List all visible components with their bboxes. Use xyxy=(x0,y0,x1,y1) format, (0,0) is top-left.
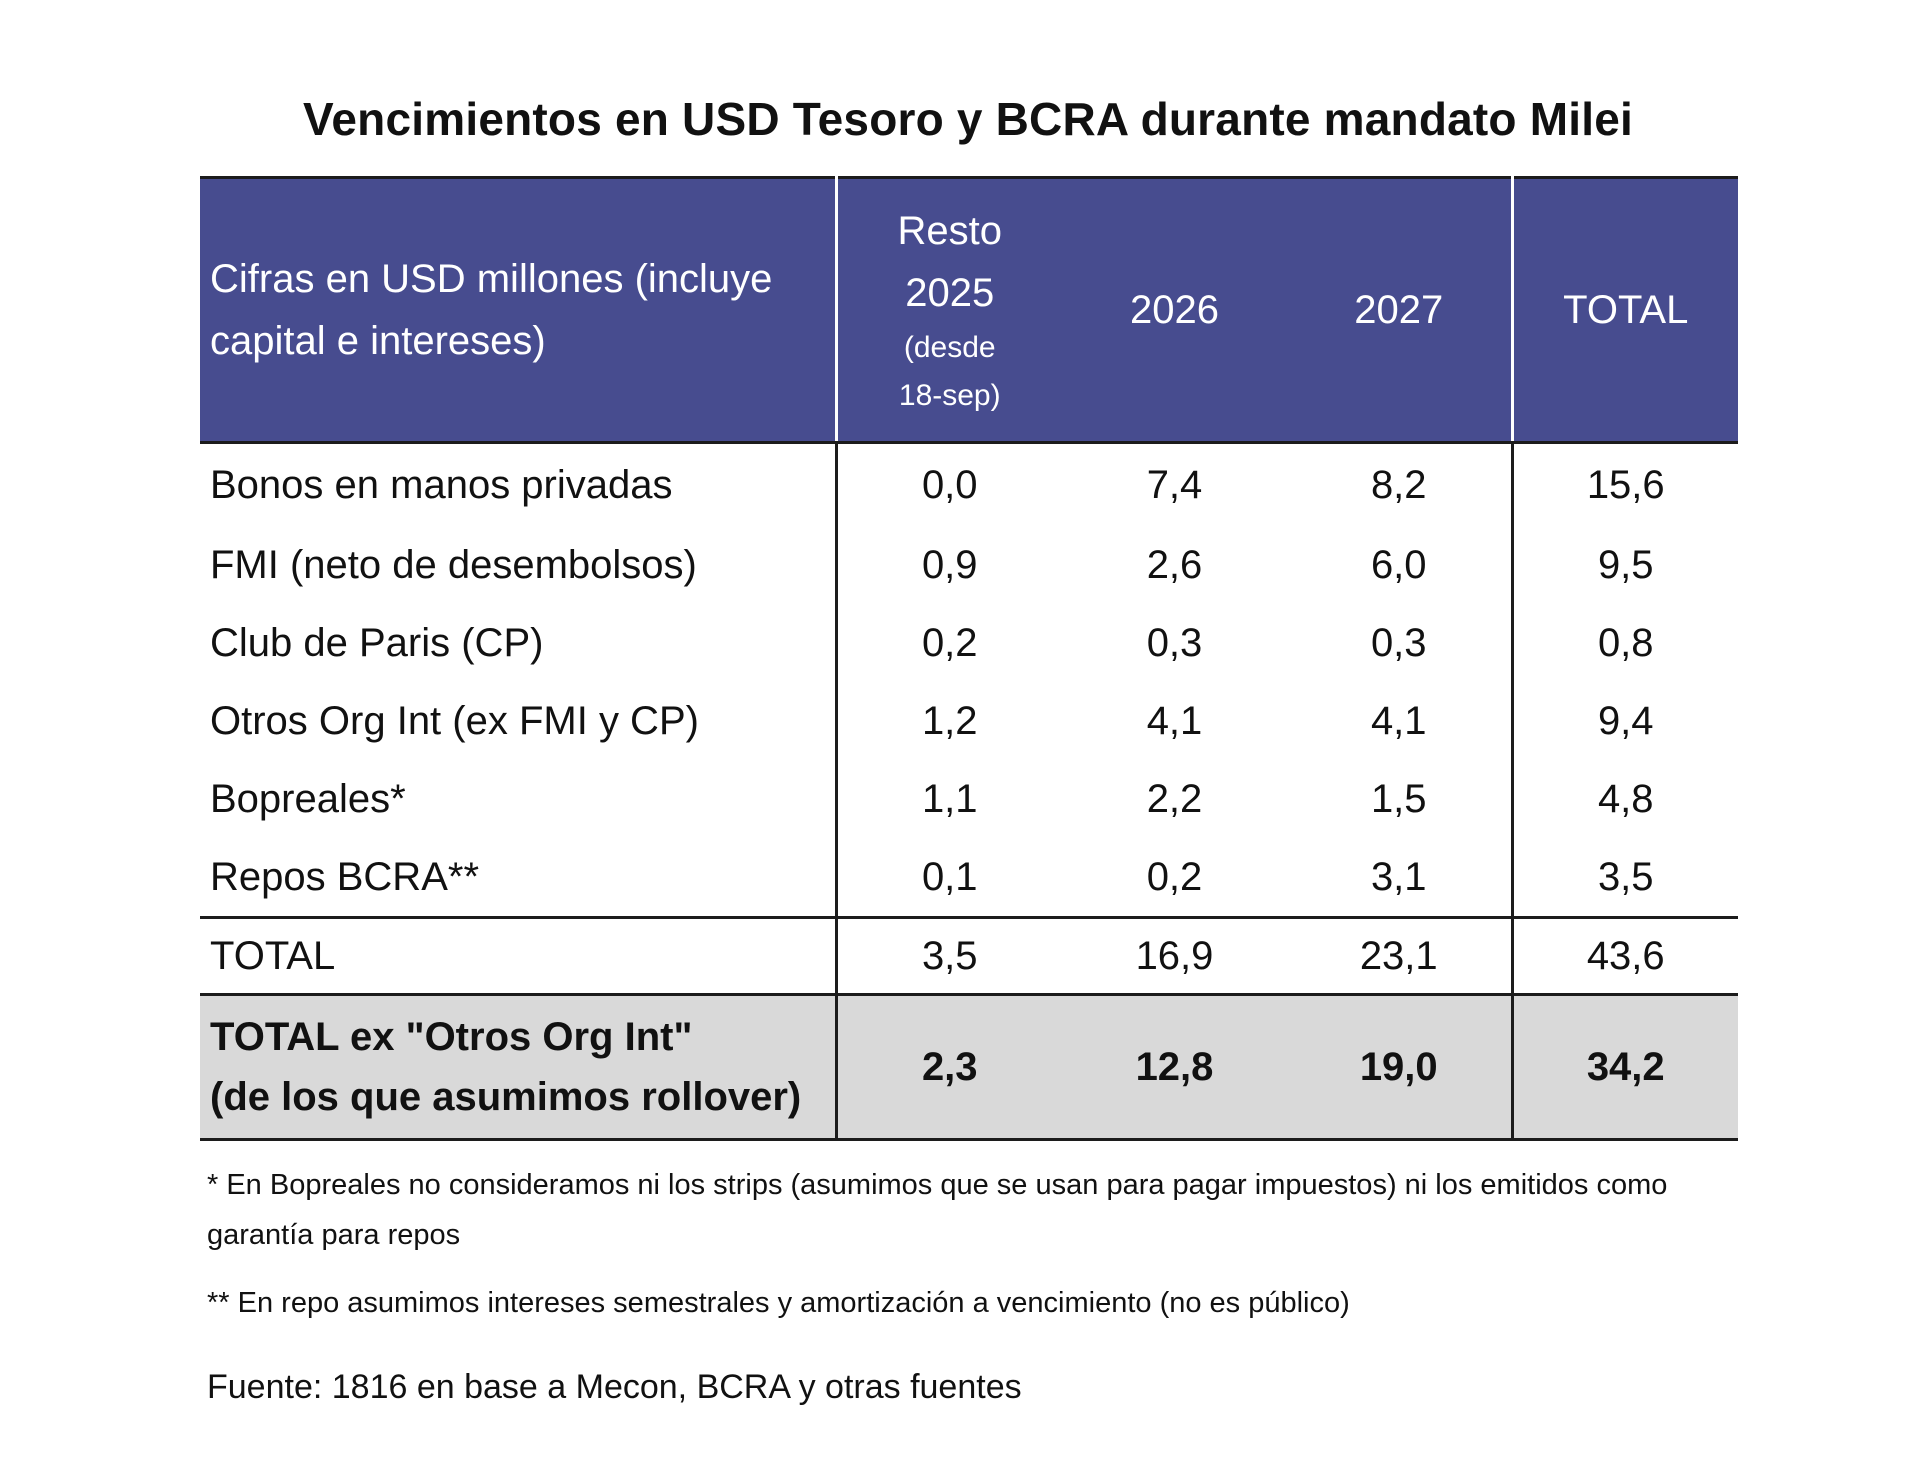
cell-2027: 8,2 xyxy=(1287,442,1514,526)
row-label: Club de Paris (CP) xyxy=(200,604,838,682)
footnote-bopreales: * En Bopreales no consideramos ni los st… xyxy=(207,1169,1668,1251)
table-header-row: Cifras en USD millones (incluye capital … xyxy=(200,176,1738,444)
cell-total: 0,8 xyxy=(1597,620,1654,665)
table-body: Bonos en manos privadas 0,0 7,4 8,2 15,6… xyxy=(200,442,1738,1141)
cell-2026: 0,2 xyxy=(1146,854,1203,899)
ex-total-cell-2026: 12,8 xyxy=(1062,994,1287,1141)
total-cell-2027: 23,1 xyxy=(1287,916,1514,996)
total-row-label: TOTAL xyxy=(200,916,838,996)
source-note: Fuente: 1816 en base a Mecon, BCRA y otr… xyxy=(207,1368,1022,1406)
table-row: Repos BCRA** 0,1 0,2 3,1 3,5 xyxy=(200,838,1738,918)
cell-total: 4,8 xyxy=(1597,776,1654,821)
header-col-2026: 2026 xyxy=(1062,176,1287,444)
cell-total: 3,5 xyxy=(1597,854,1654,899)
header-col-total: TOTAL xyxy=(1512,176,1738,444)
cell-2027: 0,3 xyxy=(1287,604,1514,682)
cell-2027: 6,0 xyxy=(1287,526,1514,604)
row-label: Bonos en manos privadas xyxy=(200,442,838,526)
cell-2026: 0,3 xyxy=(1146,620,1203,665)
cell-2025: 0,0 xyxy=(921,462,978,507)
total-cell-2025: 3,5 xyxy=(836,916,1062,996)
cell-2025: 1,2 xyxy=(921,698,978,743)
cell-total: 15,6 xyxy=(1586,462,1665,507)
table-row: Bopreales* 1,1 2,2 1,5 4,8 xyxy=(200,760,1738,838)
ex-total-cell-total: 34,2 xyxy=(1512,994,1738,1141)
header-col-2027: 2027 xyxy=(1287,176,1514,444)
ex-total-label-line1: TOTAL ex "Otros Org Int" xyxy=(210,1015,693,1059)
row-label: Bopreales* xyxy=(200,760,838,838)
cell-2026: 2,2 xyxy=(1146,776,1203,821)
cell-total: 9,4 xyxy=(1597,698,1654,743)
ex-total-cell-2025: 2,3 xyxy=(836,994,1062,1141)
row-label: Otros Org Int (ex FMI y CP) xyxy=(200,682,838,760)
footnote-repos: ** En repo asumimos intereses semestrale… xyxy=(207,1287,1350,1319)
header-2025-line2: 2025 xyxy=(905,271,995,315)
table-row: Club de Paris (CP) 0,2 0,3 0,3 0,8 xyxy=(200,604,1738,682)
chart-title: Vencimientos en USD Tesoro y BCRA durant… xyxy=(303,93,1633,145)
row-label: FMI (neto de desembolsos) xyxy=(200,526,838,604)
ex-total-row-label: TOTAL ex "Otros Org Int" (de los que asu… xyxy=(200,994,838,1141)
cell-2026: 4,1 xyxy=(1146,698,1203,743)
cell-2025: 0,1 xyxy=(921,854,978,899)
row-label: Repos BCRA** xyxy=(200,838,838,918)
header-2025-line1: Resto xyxy=(897,209,1003,253)
cell-2026: 7,4 xyxy=(1146,462,1203,507)
cell-2025: 0,9 xyxy=(921,542,978,587)
table-row: Otros Org Int (ex FMI y CP) 1,2 4,1 4,1 … xyxy=(200,682,1738,760)
table-row: FMI (neto de desembolsos) 0,9 2,6 6,0 9,… xyxy=(200,526,1738,604)
total-row: TOTAL 3,5 16,9 23,1 43,6 xyxy=(200,916,1738,996)
cell-2025: 1,1 xyxy=(921,776,978,821)
maturities-table: Cifras en USD millones (incluye capital … xyxy=(200,176,1738,1141)
cell-2027: 1,5 xyxy=(1287,760,1514,838)
cell-total: 9,5 xyxy=(1597,542,1654,587)
header-label-line2: capital e intereses) xyxy=(210,319,546,363)
header-col-2025: Resto 2025 (desde 18-sep) xyxy=(836,176,1062,444)
ex-total-label-line2: (de los que asumimos rollover) xyxy=(210,1075,802,1119)
footnotes: * En Bopreales no consideramos ni los st… xyxy=(207,1160,1767,1328)
header-2025-line4: 18-sep) xyxy=(898,379,1001,412)
header-label-line1: Cifras en USD millones (incluye xyxy=(210,257,773,301)
table-row: Bonos en manos privadas 0,0 7,4 8,2 15,6 xyxy=(200,442,1738,526)
total-cell-total: 43,6 xyxy=(1512,916,1738,996)
header-2025-line3: (desde xyxy=(903,331,996,364)
cell-2027: 3,1 xyxy=(1287,838,1514,918)
cell-2025: 0,2 xyxy=(921,620,978,665)
cell-2026: 2,6 xyxy=(1146,542,1203,587)
header-label-cell: Cifras en USD millones (incluye capital … xyxy=(200,176,838,444)
cell-2027: 4,1 xyxy=(1287,682,1514,760)
total-cell-2026: 16,9 xyxy=(1062,916,1287,996)
ex-total-cell-2027: 19,0 xyxy=(1287,994,1514,1141)
ex-total-row: TOTAL ex "Otros Org Int" (de los que asu… xyxy=(200,994,1738,1141)
